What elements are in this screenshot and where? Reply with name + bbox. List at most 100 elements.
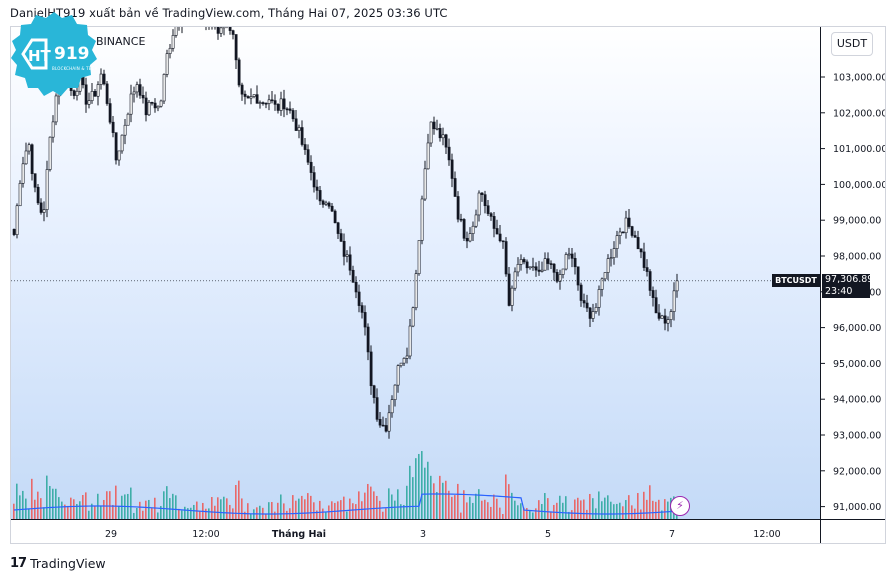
volume-bar	[622, 506, 624, 519]
plot-area[interactable]: BINANCE	[11, 27, 820, 519]
volume-bar	[652, 500, 654, 519]
volume-bar	[547, 498, 549, 519]
volume-bar	[385, 508, 387, 519]
candle-body	[534, 266, 538, 271]
time-tick-label: Tháng Hai	[272, 529, 326, 540]
candle-body	[444, 134, 448, 148]
exchange-label: BINANCE	[96, 35, 146, 48]
candle-body	[561, 268, 565, 275]
volume-bar	[571, 510, 573, 519]
volume-bar	[88, 510, 90, 519]
candle-body	[516, 264, 520, 273]
volume-bar	[67, 505, 69, 519]
candle-body	[447, 146, 451, 161]
candle-body	[633, 235, 637, 238]
candle-body	[216, 27, 220, 34]
candle-body	[288, 108, 292, 111]
footer-brand[interactable]: 17 TradingView	[10, 554, 106, 572]
volume-bar	[427, 461, 429, 519]
candle-body	[84, 84, 88, 105]
volume-bar	[379, 500, 381, 519]
volume-bar	[52, 488, 54, 519]
volume-bar	[319, 500, 321, 519]
candle-body	[549, 263, 553, 265]
candle-body	[525, 261, 529, 269]
price-axis[interactable]: USDT 103,000.00 102,000.00 101,000.00 100,0…	[820, 27, 886, 519]
candle-body	[495, 228, 499, 235]
currency-button[interactable]: USDT	[831, 32, 873, 56]
candlestick-chart[interactable]	[11, 27, 820, 519]
candle-body	[303, 144, 307, 150]
candle-body	[429, 121, 433, 144]
volume-bar	[472, 502, 474, 519]
price-tick-label: 102,000.00	[833, 108, 886, 119]
volume-bar	[340, 500, 342, 519]
candle-body	[24, 150, 28, 165]
candle-body	[441, 134, 445, 139]
candle-body	[48, 136, 52, 170]
candle-body	[486, 205, 490, 214]
candle-body	[12, 228, 16, 235]
candle-body	[141, 95, 145, 99]
time-axis-ticks: 29 12:00 Tháng Hai 3 5 7 12:00	[105, 529, 781, 540]
candle-body	[243, 93, 247, 97]
volume-bar	[157, 512, 159, 519]
volume-bar	[256, 507, 258, 519]
candle-body	[279, 98, 283, 111]
last-price-tag: 97,306.89 23:40	[822, 274, 873, 298]
volume-bar	[649, 485, 651, 519]
volume-bar	[115, 485, 117, 519]
candle-body	[384, 425, 388, 432]
candle-body	[273, 100, 277, 105]
volume-bar	[499, 507, 501, 519]
candle-body	[642, 251, 646, 268]
volume-bar	[373, 491, 375, 519]
volume-bar	[118, 505, 120, 519]
candle-body	[360, 305, 364, 313]
volume-bar	[490, 506, 492, 519]
candle-body	[120, 134, 124, 152]
volume-bar	[244, 511, 246, 519]
volume-bar	[19, 495, 21, 519]
candle-body	[72, 90, 76, 96]
volume-bar	[529, 510, 531, 519]
badge-shape-icon: HT	[11, 12, 97, 96]
time-tick-label: 7	[669, 529, 675, 540]
candle-body	[558, 274, 562, 282]
candle-body	[399, 362, 403, 366]
time-tick-label: 12:00	[753, 529, 780, 540]
candle-body	[570, 253, 574, 259]
volume-bar	[658, 499, 660, 519]
candle-body	[423, 168, 427, 200]
brand-logo-badge: HT 919 BLOCKCHAIN & TECH	[10, 10, 98, 98]
candle-body	[240, 84, 244, 95]
candle-body	[27, 144, 31, 152]
volume-bar	[502, 514, 504, 519]
candle-body	[552, 263, 556, 273]
time-tick-label: 12:00	[192, 529, 219, 540]
volume-bar	[421, 451, 423, 519]
volume-bar	[430, 475, 432, 519]
candle-body	[504, 241, 508, 275]
candle-body	[501, 240, 505, 243]
candle-body	[255, 94, 259, 104]
chart-frame[interactable]: BINANCE USDT 103,000.00 102,000.00 101,000…	[10, 26, 886, 544]
lightning-icon[interactable]: ⚡	[670, 496, 690, 516]
volume-bar	[331, 501, 333, 519]
volume-bar	[343, 496, 345, 519]
candle-body	[249, 96, 253, 99]
candle-body	[477, 192, 481, 216]
volume-bar	[664, 499, 666, 519]
volume-bar	[655, 501, 657, 519]
candle-body	[165, 53, 169, 75]
volume-bar	[181, 510, 183, 519]
volume-bar	[55, 488, 57, 519]
volume-bar	[424, 467, 426, 519]
volume-bar	[592, 498, 594, 519]
volume-bar	[646, 499, 648, 519]
time-axis[interactable]: 29 12:00 Tháng Hai 3 5 7 12:00	[11, 519, 820, 543]
candle-body	[336, 222, 340, 234]
candle-body	[129, 93, 133, 115]
volume-bar	[400, 504, 402, 519]
volume-bar	[211, 497, 213, 519]
